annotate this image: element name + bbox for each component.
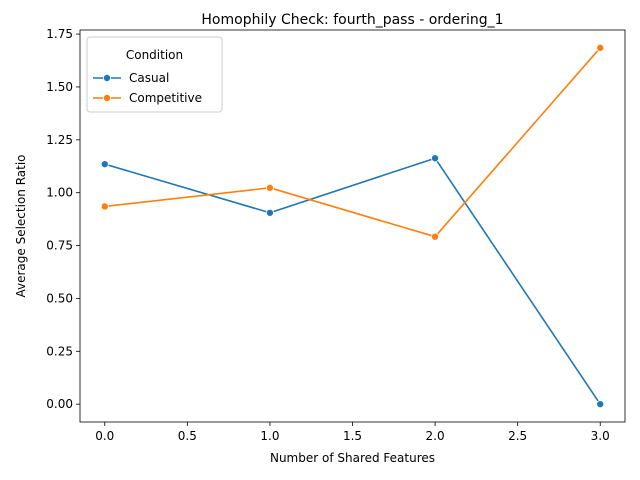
x-tick-label: 0.0 bbox=[95, 429, 114, 443]
x-tick-label: 3.0 bbox=[591, 429, 610, 443]
data-point-casual bbox=[100, 160, 109, 169]
data-point-casual bbox=[265, 208, 274, 217]
data-point-competitive bbox=[100, 202, 109, 211]
x-axis-title: Number of Shared Features bbox=[270, 451, 435, 465]
x-tick-label: 2.5 bbox=[508, 429, 527, 443]
series-line-casual bbox=[104, 157, 601, 405]
y-tick-label: 1.00 bbox=[46, 186, 73, 200]
series-layer bbox=[100, 43, 605, 409]
legend-marker-casual bbox=[103, 74, 112, 83]
x-tick-label: 0.5 bbox=[178, 429, 197, 443]
series-line-competitive bbox=[104, 47, 601, 238]
x-tick-label: 1.5 bbox=[343, 429, 362, 443]
y-tick-label: 1.75 bbox=[46, 27, 73, 41]
data-point-competitive bbox=[596, 43, 605, 52]
data-point-competitive bbox=[265, 183, 274, 192]
y-tick-label: 0.00 bbox=[46, 397, 73, 411]
chart-title: Homophily Check: fourth_pass - ordering_… bbox=[201, 12, 503, 28]
y-tick-label: 0.75 bbox=[46, 239, 73, 253]
data-point-casual bbox=[431, 154, 440, 163]
y-axis-title: Average Selection Ratio bbox=[14, 154, 28, 297]
x-tick-label: 1.0 bbox=[260, 429, 279, 443]
legend: Condition Casual Competitive bbox=[86, 36, 223, 113]
x-tick-label: 2.0 bbox=[426, 429, 445, 443]
legend-label-casual: Casual bbox=[129, 71, 169, 85]
data-point-competitive bbox=[431, 232, 440, 241]
plot-axes: 0.0 0.5 1.0 1.5 2.0 2.5 3.0 0.00 0.25 0.50 0.75 1.0… bbox=[46, 27, 609, 443]
legend-title: Condition bbox=[126, 48, 183, 62]
y-tick-label: 1.50 bbox=[46, 80, 73, 94]
plot-frame bbox=[79, 29, 626, 423]
data-point-casual bbox=[596, 400, 605, 409]
legend-label-competitive: Competitive bbox=[129, 91, 202, 105]
y-tick-label: 0.50 bbox=[46, 291, 73, 305]
legend-marker-competitive bbox=[103, 94, 112, 103]
y-tick-label: 0.25 bbox=[46, 344, 73, 358]
legend-box bbox=[86, 36, 223, 113]
y-tick-label: 1.25 bbox=[46, 133, 73, 147]
